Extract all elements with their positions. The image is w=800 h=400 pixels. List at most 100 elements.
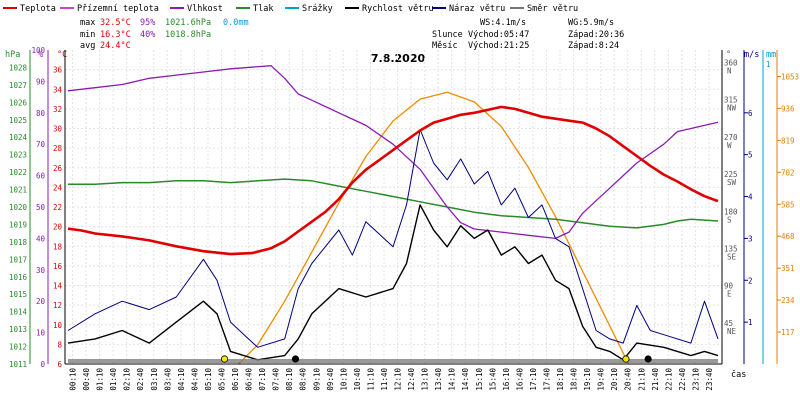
axis-unit-pressure: hPa <box>5 50 20 60</box>
x-axis-label: čas <box>731 369 746 380</box>
wind-dir-tick-value: 225 <box>724 170 738 179</box>
x-tick-label: 10:40 <box>353 368 362 391</box>
info-wg: WG:5.9m/s <box>568 18 614 28</box>
wind-dir-tick-label: E <box>727 290 732 299</box>
temperature-tick-label: 18 <box>53 242 63 251</box>
x-tick-label: 11:40 <box>380 368 389 391</box>
pressure-tick-label: 1020 <box>9 203 28 212</box>
x-tick-label: 01:10 <box>96 368 105 391</box>
x-tick-label: 13:10 <box>421 368 430 391</box>
x-tick-label: 08:10 <box>285 368 294 391</box>
x-tick-label: 05:10 <box>204 368 213 391</box>
temperature-tick-label: 22 <box>53 203 62 212</box>
x-tick-label: 01:40 <box>109 368 118 391</box>
humidity-tick-label: 30 <box>36 266 46 275</box>
wind-speed-tick-label: 6 <box>748 109 753 118</box>
solar-tick-label: 117 <box>781 328 795 337</box>
pressure-tick-label: 1018 <box>9 238 28 247</box>
pressure-tick-label: 1026 <box>9 98 28 107</box>
stats-max-press: 1021.6hPa <box>165 18 211 28</box>
pressure-tick-label: 1016 <box>9 273 28 282</box>
humidity-tick-label: 70 <box>36 140 46 149</box>
x-tick-label: 14:10 <box>448 368 457 391</box>
humidity-tick-label: 80 <box>36 109 46 118</box>
temperature-tick-label: 12 <box>53 301 62 310</box>
x-tick-label: 17:40 <box>542 368 551 391</box>
grid <box>65 50 722 365</box>
wind-dir-tick-label: W <box>727 141 732 150</box>
wind-dir-tick-value: 180 <box>724 207 738 216</box>
pressure-tick-label: 1022 <box>9 168 27 177</box>
axis-unit-rain: mm <box>766 50 776 60</box>
pressure-tick-label: 1021 <box>9 186 27 195</box>
temperature-tick-label: 32 <box>53 105 62 114</box>
pressure-tick-label: 1015 <box>9 290 27 299</box>
axis-unit-temperature: °C <box>57 50 67 60</box>
pressure-tick-label: 1027 <box>9 81 27 90</box>
x-tick-label: 07:10 <box>258 368 267 391</box>
stats-min-hum: 40% <box>140 30 155 40</box>
info-moon-label: Měsíc <box>432 41 458 51</box>
x-tick-label: 15:10 <box>475 368 484 391</box>
legend-label-wind-gust: Náraz větru <box>449 4 505 14</box>
x-tick-label: 12:40 <box>407 368 416 391</box>
wind-speed-tick-label: 3 <box>748 234 753 243</box>
wind-speed-tick-label: 4 <box>748 193 753 202</box>
x-tick-label: 20:10 <box>610 368 619 391</box>
wind-speed-tick-label: 5 <box>748 151 753 160</box>
x-tick-label: 06:40 <box>245 368 254 391</box>
x-tick-label: 18:40 <box>570 368 579 391</box>
pressure-tick-label: 1028 <box>9 63 28 72</box>
legend-label-wind-speed: Rychlost větru <box>362 4 434 14</box>
x-tick-label: 06:10 <box>231 368 240 391</box>
x-tick-label: 00:10 <box>69 368 78 391</box>
pressure-tick-label: 1024 <box>9 133 28 142</box>
wind-speed-tick-label: 2 <box>748 276 753 285</box>
sunrise-marker <box>220 355 229 363</box>
x-tick-label: 18:10 <box>556 368 565 391</box>
legend: Teplota Přízemní teplota Vlhkost Tlak Sr… <box>3 4 578 14</box>
x-tick-label: 21:10 <box>637 368 646 391</box>
rain-tick-label: 1 <box>766 60 771 69</box>
wind-dir-tick-label: NW <box>727 104 737 113</box>
axis-unit-wind-speed: m/s <box>744 50 759 60</box>
pressure-tick-label: 1025 <box>9 116 27 125</box>
temperature-tick-label: 10 <box>53 321 63 330</box>
pressure-tick-label: 1012 <box>9 343 27 352</box>
temperature-line <box>67 105 719 256</box>
x-tick-label: 09:10 <box>312 368 321 391</box>
stats-avg-label: avg <box>80 41 95 51</box>
moonrise-marker <box>644 355 652 363</box>
info-sun-label: Slunce <box>432 30 463 40</box>
plot-area <box>67 65 719 365</box>
pressure-tick-label: 1014 <box>9 308 28 317</box>
stats-min-temp: 16.3°C <box>100 30 131 40</box>
x-tick-label: 22:10 <box>664 368 673 391</box>
wind-dir-tick-value: 45 <box>724 319 733 328</box>
info-sunrise: Východ:05:47 <box>468 30 529 40</box>
x-tick-label: 19:40 <box>597 368 606 391</box>
solar-tick-label: 819 <box>781 136 795 145</box>
legend-label-pressure: Tlak <box>253 4 273 14</box>
wind-dir-tick-value: 315 <box>724 96 738 105</box>
legend-label-ground-temp: Přízemní teplota <box>77 4 159 14</box>
solar-tick-label: 1053 <box>781 72 799 81</box>
legend-label-temperature: Teplota <box>20 4 56 14</box>
temperature-tick-label: 36 <box>53 66 63 75</box>
humidity-tick-label: 60 <box>36 172 46 181</box>
solar-tick-label: 234 <box>781 296 795 305</box>
temperature-tick-label: 20 <box>53 223 63 232</box>
stats-max-label: max <box>80 18 95 28</box>
temperature-tick-label: 16 <box>53 262 63 271</box>
temperature-tick-label: 34 <box>53 85 63 94</box>
x-tick-label: 08:40 <box>299 368 308 391</box>
pressure-tick-label: 1023 <box>9 151 27 160</box>
temperature-tick-label: 30 <box>53 125 63 134</box>
temperature-tick-label: 6 <box>57 360 62 369</box>
stats-min-label: min <box>80 30 95 40</box>
humidity-tick-label: 20 <box>36 297 46 306</box>
stats-max-rain: 0.0mm <box>223 18 249 28</box>
stats-min-press: 1018.8hPa <box>165 30 211 40</box>
humidity-line <box>67 65 719 240</box>
wind-dir-tick-value: 360 <box>724 59 738 68</box>
